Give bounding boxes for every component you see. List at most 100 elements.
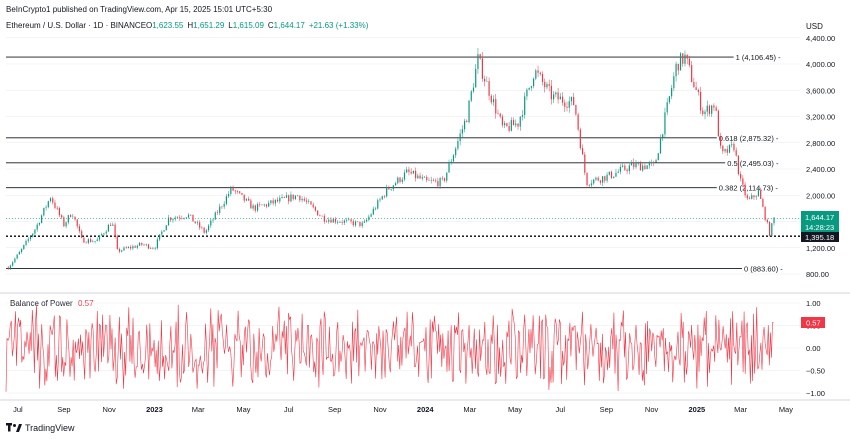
candle-body bbox=[58, 208, 61, 216]
candle-body bbox=[205, 230, 207, 233]
candle-body bbox=[352, 221, 354, 226]
candle-body bbox=[655, 160, 657, 163]
candle-body bbox=[301, 198, 303, 201]
candle-body bbox=[372, 208, 374, 215]
candle-body bbox=[624, 165, 626, 170]
candle-body bbox=[118, 248, 121, 252]
candle-body bbox=[421, 177, 423, 179]
candle-body bbox=[688, 58, 691, 66]
bop-grid bbox=[6, 302, 800, 394]
candle-body bbox=[728, 144, 731, 153]
candle-body bbox=[334, 218, 337, 223]
candle-body bbox=[557, 92, 559, 100]
candle-body bbox=[626, 169, 628, 172]
candle-body bbox=[274, 199, 276, 204]
candle-body bbox=[760, 190, 762, 199]
candle-body bbox=[245, 198, 248, 201]
candle-body bbox=[579, 129, 581, 149]
symbol-title: Ethereum / U.S. Dollar · 1D · BINANCE bbox=[6, 21, 146, 30]
candle-body bbox=[401, 179, 403, 182]
candle-body bbox=[492, 99, 495, 103]
candle-body bbox=[720, 136, 722, 146]
candle-body bbox=[595, 177, 597, 180]
candle-body bbox=[272, 200, 274, 204]
candle-body bbox=[737, 155, 740, 174]
candle-body bbox=[69, 215, 72, 217]
candle-body bbox=[49, 198, 52, 202]
candle-body bbox=[114, 224, 116, 237]
candle-body bbox=[29, 236, 32, 240]
bop-axis-label: −1.00 bbox=[806, 389, 825, 398]
candle-body bbox=[16, 254, 18, 259]
time-axis-label: May bbox=[236, 405, 250, 414]
fibonacci-retracement[interactable]: 1 (4,106.45) - 0.618 (2,875.32) - 0.5 (2,4… bbox=[6, 53, 783, 274]
candle-body bbox=[550, 85, 553, 100]
candle-body bbox=[283, 196, 285, 198]
candle-body bbox=[617, 171, 619, 173]
candle-body bbox=[599, 180, 601, 183]
fib-label: 0.618 (2,875.32) - bbox=[719, 134, 779, 143]
candle-body bbox=[746, 195, 748, 199]
candle-body bbox=[526, 89, 528, 97]
ohlc-change: +21.63 (+1.33%) bbox=[309, 21, 369, 30]
candle-body bbox=[41, 215, 43, 224]
current-price-tag: 1,644.17 14:28:23 bbox=[801, 211, 839, 233]
candle-body bbox=[650, 162, 653, 164]
candle-body bbox=[662, 134, 664, 138]
price-axis[interactable]: 4,400.00 4,000.00 3,600.00 3,200.00 2,800.00… bbox=[806, 34, 835, 279]
candle-body bbox=[684, 54, 686, 64]
candle-body bbox=[63, 217, 65, 227]
candle-body bbox=[354, 221, 357, 226]
candle-body bbox=[321, 215, 323, 217]
candle-body bbox=[410, 171, 412, 174]
time-axis-label: Mar bbox=[734, 405, 747, 414]
candle-body bbox=[497, 113, 499, 115]
candle-body bbox=[337, 222, 339, 223]
candle-body bbox=[383, 196, 386, 197]
time-axis-label: May bbox=[779, 405, 793, 414]
candle-body bbox=[419, 175, 421, 179]
price-axis-label: 2,400.00 bbox=[806, 165, 835, 174]
candle-body bbox=[199, 222, 201, 228]
time-axis[interactable]: Jul Sep Nov 2023 Mar May Jul Sep Nov 2024 Mar May Ju… bbox=[13, 405, 793, 414]
candle-body bbox=[94, 241, 96, 242]
candle-body bbox=[386, 186, 388, 197]
candle-body bbox=[23, 244, 25, 250]
ohlc-label-c: C bbox=[268, 21, 274, 30]
candle-body bbox=[439, 177, 441, 187]
candle-body bbox=[657, 153, 659, 161]
candle-body bbox=[116, 236, 118, 249]
candle-body bbox=[608, 171, 610, 175]
bop-tag-value: 0.57 bbox=[806, 319, 821, 328]
chart-canvas[interactable]: Ethereum / U.S. Dollar · 1D · BINANCE O1… bbox=[0, 0, 850, 420]
candle-body bbox=[537, 70, 539, 73]
candle-body bbox=[276, 199, 279, 202]
candle-body bbox=[575, 104, 577, 115]
bop-axis-label: −0.50 bbox=[806, 367, 825, 376]
candle-body bbox=[328, 219, 330, 222]
fib-label: 0.5 (2,495.03) - bbox=[727, 159, 779, 168]
candle-body bbox=[508, 126, 510, 131]
candle-body bbox=[112, 224, 114, 226]
candle-body bbox=[348, 219, 350, 221]
candle-body bbox=[136, 245, 138, 248]
price-axis-label: 800.00 bbox=[806, 270, 829, 279]
candle-body bbox=[265, 204, 268, 207]
candle-body bbox=[477, 54, 479, 69]
candle-body bbox=[294, 195, 297, 200]
candle-body bbox=[78, 226, 81, 232]
candle-body bbox=[132, 246, 134, 249]
candle-body bbox=[179, 217, 181, 219]
bop-axis[interactable]: 1.000.500.00−0.50−1.00 bbox=[806, 299, 825, 398]
candle-body bbox=[590, 183, 593, 186]
candle-body bbox=[92, 241, 94, 243]
candle-body bbox=[374, 208, 377, 210]
candle-body bbox=[190, 214, 192, 216]
candle-body bbox=[219, 206, 221, 213]
candle-body bbox=[441, 177, 443, 179]
candle-body bbox=[432, 180, 435, 181]
candle-body bbox=[61, 215, 63, 218]
candle-body bbox=[399, 177, 401, 182]
candle-body bbox=[141, 242, 143, 245]
candle-body bbox=[499, 113, 501, 117]
